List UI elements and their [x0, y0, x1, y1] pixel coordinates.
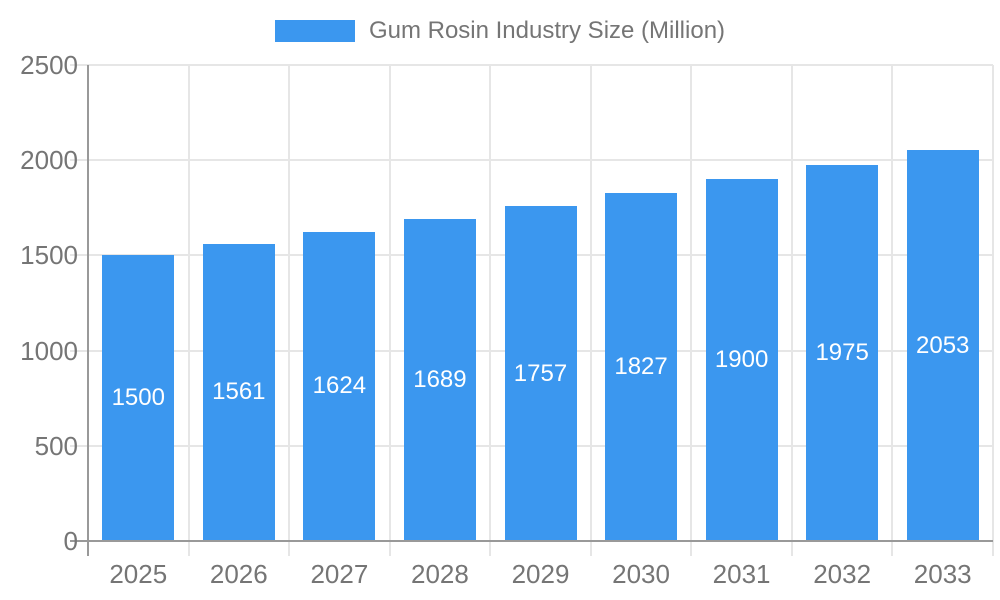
bar-value-label: 1689	[413, 366, 467, 394]
x-tick-label: 2025	[109, 559, 168, 589]
bar[interactable]	[605, 193, 678, 541]
bar[interactable]	[705, 179, 778, 541]
x-tick-mark	[288, 541, 291, 556]
x-tick-label: 2032	[813, 559, 872, 589]
x-tick-mark	[690, 541, 693, 556]
y-tick-label: 0	[63, 526, 78, 556]
v-gridline	[187, 65, 190, 541]
bar[interactable]	[303, 231, 376, 541]
y-tick-label: 2000	[20, 145, 78, 176]
bar-value-label: 1975	[815, 338, 869, 366]
x-tick-mark	[891, 541, 894, 556]
bar-value-label: 2053	[916, 331, 970, 359]
x-tick-label: 2031	[712, 559, 771, 589]
bar[interactable]	[504, 206, 577, 541]
x-tick-mark	[992, 541, 994, 556]
y-tick-label: 1500	[20, 240, 78, 271]
bar[interactable]	[906, 150, 979, 541]
v-gridline	[992, 65, 994, 541]
x-tick-label: 2033	[913, 559, 972, 589]
bar-value-label: 1624	[312, 372, 367, 400]
y-tick-label: 1000	[20, 335, 78, 366]
h-gridline	[70, 64, 993, 66]
h-gridline	[70, 159, 993, 162]
v-gridline	[288, 65, 291, 541]
bar[interactable]	[403, 219, 476, 541]
x-tick-mark	[489, 541, 492, 556]
x-tick-label: 2029	[511, 559, 570, 589]
bar[interactable]	[806, 164, 879, 541]
legend[interactable]: Gum Rosin Industry Size (Million)	[0, 17, 1000, 45]
bar-value-label: 1757	[513, 359, 568, 387]
x-tick-mark	[589, 541, 592, 556]
v-gridline	[589, 65, 592, 541]
bar[interactable]	[102, 255, 175, 541]
x-tick-label: 2030	[612, 559, 670, 589]
bar[interactable]	[202, 243, 275, 541]
y-tick-label: 500	[34, 430, 78, 461]
bar-value-label: 1500	[111, 384, 165, 412]
v-gridline	[489, 65, 492, 541]
v-gridline	[790, 65, 793, 541]
v-gridline	[388, 65, 391, 541]
x-tick-mark	[187, 541, 190, 556]
x-tick-mark	[790, 541, 793, 556]
v-gridline	[690, 65, 693, 541]
legend-swatch-icon	[274, 20, 355, 42]
y-axis-line	[87, 65, 89, 556]
v-gridline	[891, 65, 894, 541]
legend-label: Gum Rosin Industry Size (Million)	[368, 17, 726, 44]
x-tick-label: 2026	[209, 559, 268, 589]
y-tick-label: 2500	[20, 50, 78, 80]
bar-value-label: 1900	[714, 346, 769, 374]
x-axis-line	[70, 540, 993, 542]
bar-value-label: 1827	[614, 353, 668, 381]
x-tick-mark	[388, 541, 391, 556]
bar-value-label: 1561	[212, 378, 266, 406]
x-tick-label: 2027	[310, 559, 369, 589]
x-tick-label: 2028	[411, 559, 469, 589]
